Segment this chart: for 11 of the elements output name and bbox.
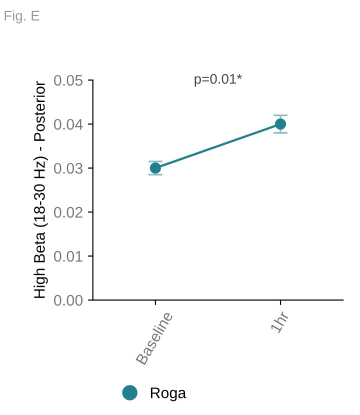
y-tick-label: 0.01 [54, 250, 82, 262]
text: Fig. E [4, 10, 40, 24]
x-tick-label: 1hr [269, 310, 290, 334]
y-tick-label: 0.05 [54, 74, 83, 86]
y-tick-label: 0.00 [54, 294, 83, 306]
y-tick-label: 0.04 [54, 118, 83, 130]
y-axis-title: High Beta (18-30 Hz) - Posterior [34, 81, 48, 298]
y-tick-label: 0.02 [54, 206, 82, 218]
annotation: p=0.01* [194, 74, 242, 87]
y-tick-label: 0.03 [54, 162, 82, 174]
legend-label: Roga [150, 388, 186, 402]
